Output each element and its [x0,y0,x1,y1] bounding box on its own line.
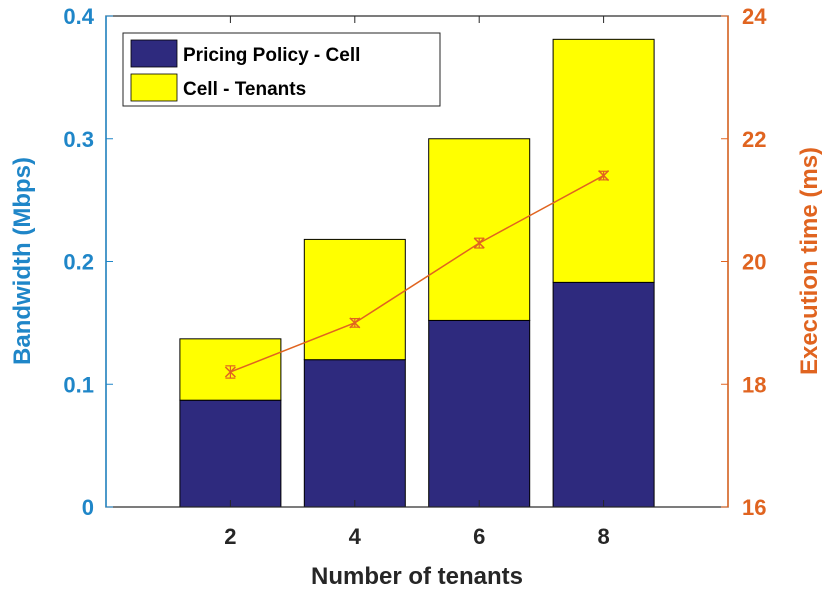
right-axis-label: Execution time (ms) [796,147,823,375]
right-tick-label: 24 [742,4,767,29]
left-tick-label: 0.3 [63,127,94,152]
bar-pricing-policy-cell-2 [179,399,282,508]
x-tick-label: 6 [473,524,485,549]
legend-label-cell-tenants: Cell - Tenants [183,79,306,100]
execution-time-line [230,174,604,373]
x-tick-label: 4 [349,524,362,549]
x-tick-label: 2 [224,524,236,549]
right-tick-label: 20 [742,250,766,275]
bar-pricing-policy-cell-4 [303,359,406,508]
bar-cell-tenants-8 [552,38,655,283]
right-tick-label: 18 [742,372,766,397]
left-tick-label: 0 [82,495,94,520]
left-axis: 0 0.1 0.2 0.3 0.4 [63,4,113,520]
bars-group [179,38,655,508]
left-tick-label: 0.4 [63,4,94,29]
left-axis-label: Bandwidth (Mbps) [9,157,36,365]
x-axis-label: Number of tenants [311,563,523,590]
legend-label-pricing-policy-cell: Pricing Policy - Cell [183,45,360,66]
left-tick-label: 0.2 [63,250,94,275]
bar-cell-tenants-6 [428,138,531,321]
bar-pricing-policy-cell-6 [428,319,531,508]
bar-pricing-policy-cell-8 [552,281,655,508]
left-tick-label: 0.1 [63,372,94,397]
bar-cell-tenants-4 [303,238,406,361]
execution-time-line-group [224,170,610,379]
legend: Pricing Policy - Cell Cell - Tenants [122,32,441,107]
execution-time-point-4 [349,317,361,329]
right-tick-label: 22 [742,127,766,152]
x-axis: 2 4 6 8 [224,16,610,549]
right-tick-label: 16 [742,495,766,520]
legend-swatch-pricing-policy-cell [130,39,178,68]
execution-time-point-8 [598,170,610,182]
execution-time-point-2 [224,365,236,379]
execution-time-point-6 [473,237,485,249]
legend-swatch-cell-tenants [130,73,178,102]
x-tick-label: 8 [597,524,609,549]
right-axis: 16 18 20 22 24 [721,4,767,520]
